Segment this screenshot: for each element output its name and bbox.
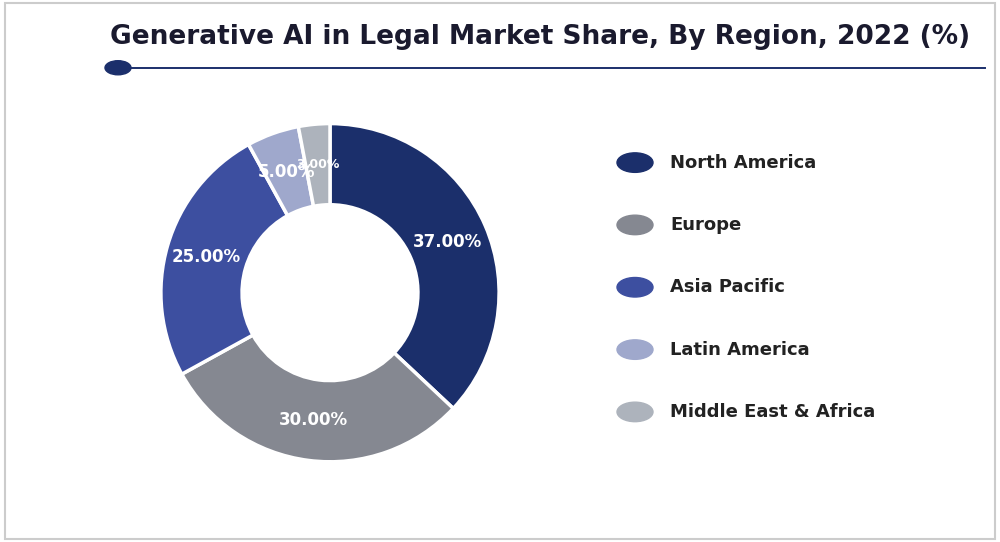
Text: Asia Pacific: Asia Pacific bbox=[670, 278, 785, 296]
Text: Europe: Europe bbox=[670, 216, 741, 234]
Wedge shape bbox=[161, 145, 288, 374]
Text: 5.00%: 5.00% bbox=[258, 163, 315, 181]
Text: RESEARCH: RESEARCH bbox=[30, 61, 89, 71]
Text: PRECEDENCE: PRECEDENCE bbox=[24, 39, 95, 49]
Wedge shape bbox=[298, 124, 330, 207]
Wedge shape bbox=[330, 124, 499, 409]
Text: 3.00%: 3.00% bbox=[296, 158, 340, 171]
Text: Latin America: Latin America bbox=[670, 340, 810, 359]
Text: North America: North America bbox=[670, 153, 816, 172]
Text: Middle East & Africa: Middle East & Africa bbox=[670, 403, 875, 421]
Wedge shape bbox=[182, 335, 453, 462]
Text: Generative AI in Legal Market Share, By Region, 2022 (%): Generative AI in Legal Market Share, By … bbox=[110, 24, 970, 50]
Text: 30.00%: 30.00% bbox=[279, 411, 348, 429]
Text: 25.00%: 25.00% bbox=[172, 248, 241, 266]
Wedge shape bbox=[249, 127, 314, 216]
Text: 37.00%: 37.00% bbox=[413, 233, 483, 250]
